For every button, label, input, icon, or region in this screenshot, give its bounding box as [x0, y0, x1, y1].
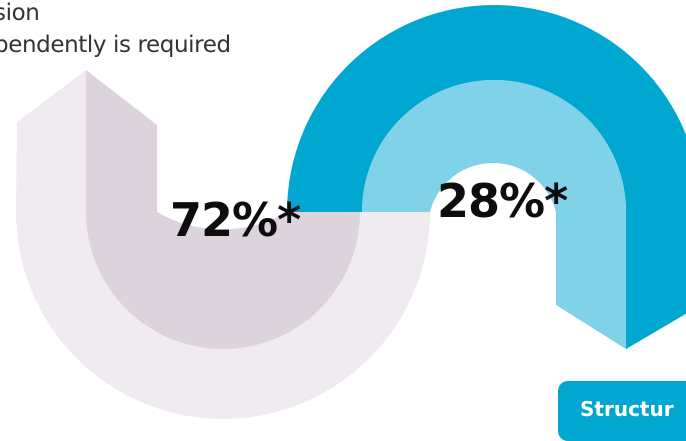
- percent-label-72: 72%*: [170, 193, 301, 247]
- left-outer-band: [16, 70, 430, 419]
- chart-caption: sion pendently is required: [0, 0, 231, 61]
- structure-tab[interactable]: Structur: [558, 381, 686, 441]
- left-inner-band: [86, 70, 360, 349]
- right-inner-band: [362, 80, 626, 349]
- percent-label-28: 28%*: [437, 174, 568, 228]
- caption-line-2: pendently is required: [0, 32, 231, 58]
- caption-line-1: sion: [0, 0, 40, 26]
- right-outer-band: [287, 5, 686, 349]
- wave-chart: 72%* 28%*: [16, 5, 686, 419]
